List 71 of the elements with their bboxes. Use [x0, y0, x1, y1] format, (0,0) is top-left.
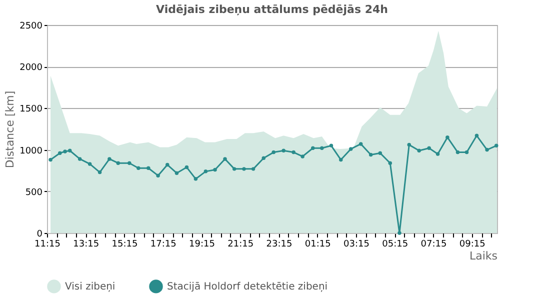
legend-label: Visi zibeņi: [65, 281, 116, 292]
x-tick-label: 07:15: [420, 240, 447, 250]
point: [436, 152, 440, 156]
point: [156, 174, 160, 178]
point: [194, 177, 198, 181]
point: [329, 144, 334, 148]
point: [368, 152, 373, 157]
point: [88, 162, 92, 166]
point: [272, 150, 276, 154]
point: [116, 161, 120, 165]
y-axis-title: Distance [km]: [4, 90, 17, 168]
point: [108, 157, 112, 161]
point: [98, 170, 102, 174]
point: [232, 167, 236, 171]
point: [378, 151, 382, 155]
point: [427, 146, 431, 150]
point: [407, 142, 411, 147]
point: [348, 147, 353, 151]
point: [262, 156, 266, 160]
point: [456, 150, 460, 154]
point: [213, 168, 217, 172]
point: [166, 162, 170, 167]
point: [388, 161, 392, 165]
y-tick-label: 0: [36, 230, 43, 240]
x-tick-label: 23:15: [266, 240, 292, 250]
point: [78, 157, 82, 161]
point: [223, 157, 227, 161]
x-tick-label: 21:15: [228, 240, 254, 250]
point: [398, 231, 402, 235]
point: [251, 167, 256, 171]
x-tick-label: 05:15: [382, 240, 408, 250]
point: [282, 148, 286, 152]
point: [464, 150, 469, 154]
point: [494, 144, 498, 148]
x-tick-label: 19:15: [189, 240, 215, 250]
point: [485, 148, 489, 152]
point: [417, 148, 421, 152]
y-tick-label: 2000: [20, 63, 43, 74]
x-tick-label: 17:15: [150, 240, 176, 250]
point: [358, 142, 363, 146]
y-tick-label: 1000: [20, 146, 43, 156]
y-tick-label: 1500: [20, 104, 43, 115]
x-tick-label: 03:15: [344, 240, 370, 250]
point: [184, 165, 189, 170]
point: [63, 150, 67, 154]
point: [58, 151, 62, 155]
point: [68, 148, 72, 152]
point: [446, 135, 450, 140]
point: [128, 161, 132, 165]
point: [474, 134, 479, 138]
point: [300, 154, 304, 158]
x-tick-label: 01:15: [304, 240, 331, 250]
x-tick-label: 11:15: [34, 240, 60, 250]
y-tick-label: 2500: [20, 22, 43, 32]
point: [320, 146, 324, 150]
point: [174, 171, 179, 175]
y-tick-label: 500: [25, 188, 43, 198]
point: [242, 167, 246, 171]
point: [48, 158, 52, 162]
x-tick-label: 13:15: [73, 240, 100, 250]
x-tick-label: 15:15: [112, 240, 138, 250]
point: [136, 166, 140, 170]
point: [146, 166, 150, 170]
legend-label: Stacijā Holdorf detektētie zibeņi: [167, 281, 328, 292]
point: [311, 146, 315, 150]
point: [339, 158, 343, 162]
x-tick-label: 09:15: [459, 240, 486, 250]
x-axis-title: Laiks: [469, 250, 498, 262]
point: [292, 150, 296, 154]
point: [204, 170, 208, 174]
chart-title: Vidējais zibeņu attālums pēdējās 24h: [156, 3, 388, 16]
